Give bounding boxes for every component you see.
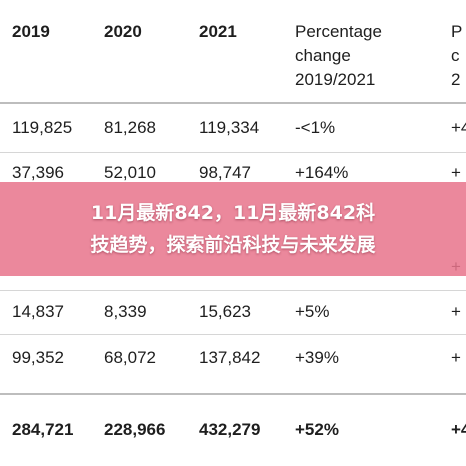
total-cell: 432,279 (199, 420, 261, 439)
table-cell: 98,747 (199, 163, 251, 182)
table-cell: 81,268 (104, 118, 156, 137)
header-2020: 2020 (104, 22, 142, 41)
header-2021: 2021 (199, 22, 237, 41)
table-cell: + (451, 302, 461, 321)
table-cell: 99,352 (12, 348, 64, 367)
total-cell: +4 (451, 420, 466, 439)
total-cell: 284,721 (12, 420, 74, 439)
table-cell: 52,010 (104, 163, 156, 182)
table-cell: 119,334 (199, 118, 260, 137)
table-cell: 137,842 (199, 348, 261, 367)
table-cell: +164% (295, 163, 349, 182)
header-col5-line3: 2 (451, 70, 461, 89)
row-divider (0, 152, 466, 153)
header-col5-line1: P (451, 22, 463, 41)
table-cell: 14,837 (12, 302, 64, 321)
header-divider (0, 102, 466, 104)
header-percentage-line2: change (295, 46, 351, 65)
table-cell: 119,825 (12, 118, 73, 137)
table-cell: + (451, 163, 461, 182)
table-cell: +5% (295, 302, 330, 321)
header-2019: 2019 (12, 22, 50, 41)
table-cell: 8,339 (104, 302, 147, 321)
table-cell: + (451, 348, 461, 367)
row-divider (0, 334, 466, 335)
table-cell: +4 (451, 118, 466, 137)
header-percentage-line3: 2019/2021 (295, 70, 376, 89)
table-cell: 68,072 (104, 348, 156, 367)
total-cell: 228,966 (104, 420, 166, 439)
header-percentage-line1: Percentage (295, 22, 382, 41)
total-cell: +52% (295, 420, 339, 439)
row-divider (0, 290, 466, 291)
title-banner: 11月最新842，11月最新842科 技趋势，探索前沿科技与未来发展 (0, 182, 466, 276)
banner-title-line2: 技趋势，探索前沿科技与未来发展 (90, 234, 376, 256)
table-cell: 37,396 (12, 163, 64, 182)
banner-title-line1: 11月最新842，11月最新842科 (90, 202, 376, 224)
total-divider (0, 393, 466, 395)
table-cell: -<1% (295, 118, 336, 137)
table-cell: 15,623 (199, 302, 251, 321)
header-col5-line2: c (451, 46, 460, 65)
table-cell: +39% (295, 348, 339, 367)
